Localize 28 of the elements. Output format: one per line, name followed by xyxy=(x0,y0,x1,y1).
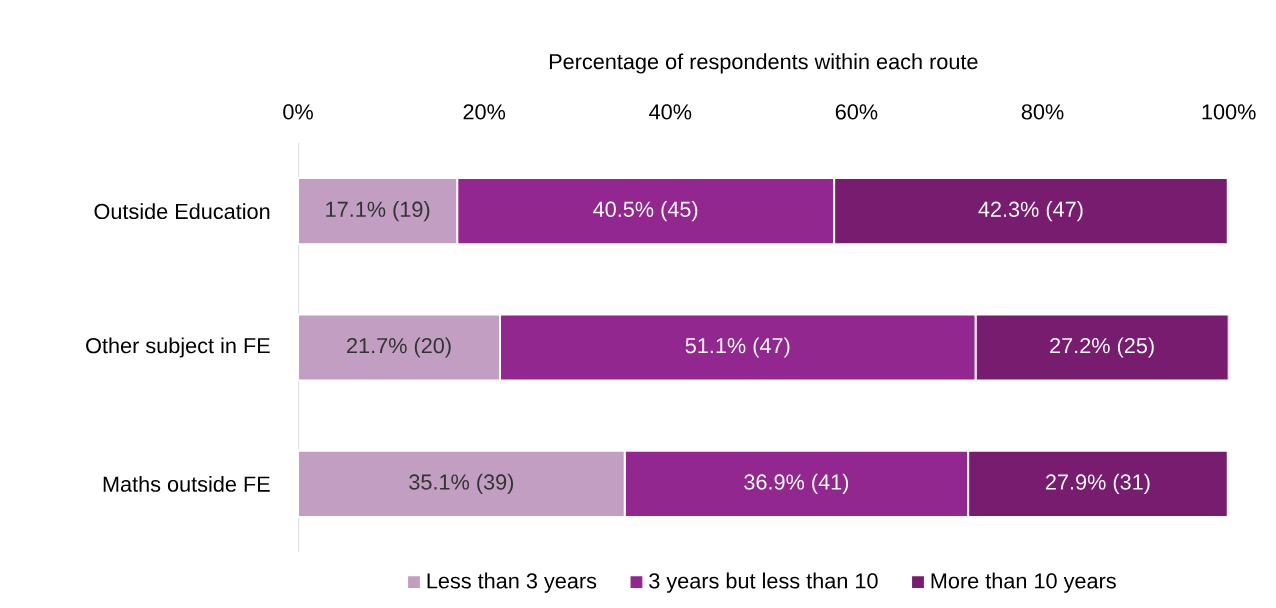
x-tick-label: 40% xyxy=(649,104,692,120)
legend-label: 3 years but less than 10 xyxy=(649,572,878,593)
x-tick-label: 0% xyxy=(283,104,313,120)
data-label: 42.3% (47) xyxy=(978,200,1083,222)
data-label: 27.2% (25) xyxy=(1050,337,1154,358)
bar xyxy=(298,313,501,382)
y-tick-label: Other subject in FE xyxy=(86,337,270,358)
data-label: 40.5% (45) xyxy=(593,200,698,222)
data-label: 21.7% (20) xyxy=(347,337,451,358)
bar xyxy=(967,449,1229,518)
legend-label: Less than 3 years xyxy=(427,572,597,593)
bar xyxy=(298,449,626,518)
x-axis-title: Percentage of respondents within each route xyxy=(549,53,978,74)
bar xyxy=(298,177,459,246)
x-tick-label: 80% xyxy=(1021,104,1064,120)
x-tick-label: 100% xyxy=(1202,104,1256,120)
data-label: 35.1% (39) xyxy=(409,473,514,494)
data-label: 27.9% (31) xyxy=(1045,473,1150,494)
bar xyxy=(833,177,1229,246)
y-tick-label: Maths outside FE xyxy=(103,475,270,492)
y-tick-label: Outside Education xyxy=(94,203,270,219)
legend-label: More than 10 years xyxy=(931,572,1116,593)
data-label: 51.1% (47) xyxy=(685,337,790,358)
data-label: 17.1% (19) xyxy=(326,200,430,222)
x-tick-label: 60% xyxy=(835,104,878,120)
data-label: 36.9% (41) xyxy=(744,473,849,494)
x-tick-label: 20% xyxy=(463,104,506,120)
bar xyxy=(974,313,1229,382)
